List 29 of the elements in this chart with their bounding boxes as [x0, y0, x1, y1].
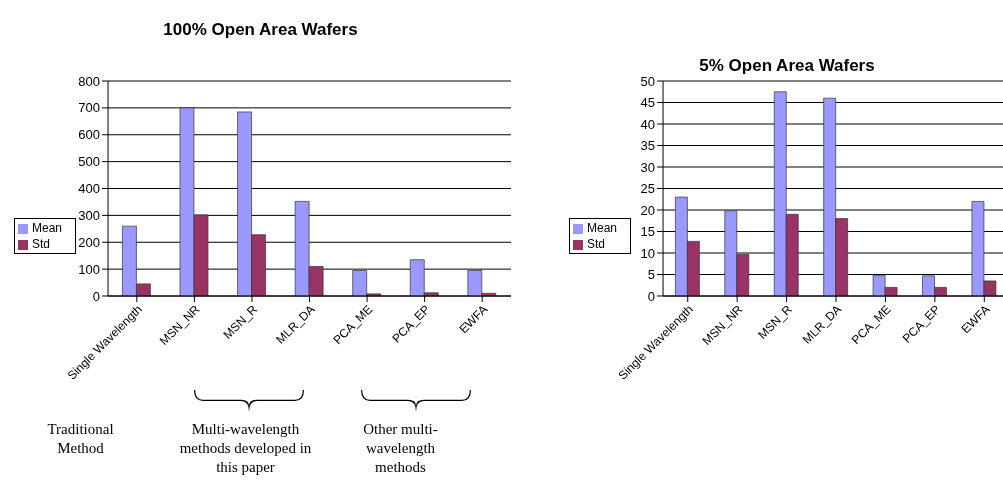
y-tick-label: 100	[78, 261, 101, 277]
y-tick-label: 45	[640, 95, 656, 111]
legend-label: Mean	[32, 221, 63, 235]
y-tick-label: 15	[640, 224, 656, 240]
y-tick-label: 20	[640, 202, 656, 218]
chart-title: 100% Open Area Wafers	[162, 20, 359, 40]
y-tick-label: 300	[78, 207, 101, 223]
y-tick-label: 25	[640, 181, 656, 197]
y-tick-label: 700	[78, 100, 101, 116]
y-tick-label: 0	[92, 288, 101, 304]
y-tick-label: 500	[78, 154, 101, 170]
y-tick-label: 40	[640, 116, 656, 132]
y-tick-label: 400	[78, 181, 101, 197]
legend-label: Mean	[587, 221, 618, 235]
y-tick-label: 5	[647, 267, 656, 283]
y-tick-label: 0	[647, 288, 656, 304]
y-tick-label: 50	[640, 73, 656, 89]
y-tick-label: 35	[640, 138, 656, 154]
legend-label: Std	[587, 237, 606, 251]
legend-label: Std	[32, 237, 51, 251]
text: Other multi-wavelength methods	[362, 420, 439, 477]
y-tick-label: 800	[78, 73, 101, 89]
chart-title: 5% Open Area Wafers	[699, 56, 875, 75]
text: Traditional Method	[46, 420, 115, 458]
text: Multi-wavelength methods developed in this paper	[178, 420, 313, 477]
y-tick-label: 30	[640, 159, 656, 175]
y-tick-label: 10	[640, 245, 656, 261]
y-tick-label: 600	[78, 127, 101, 143]
y-tick-label: 200	[78, 234, 101, 250]
